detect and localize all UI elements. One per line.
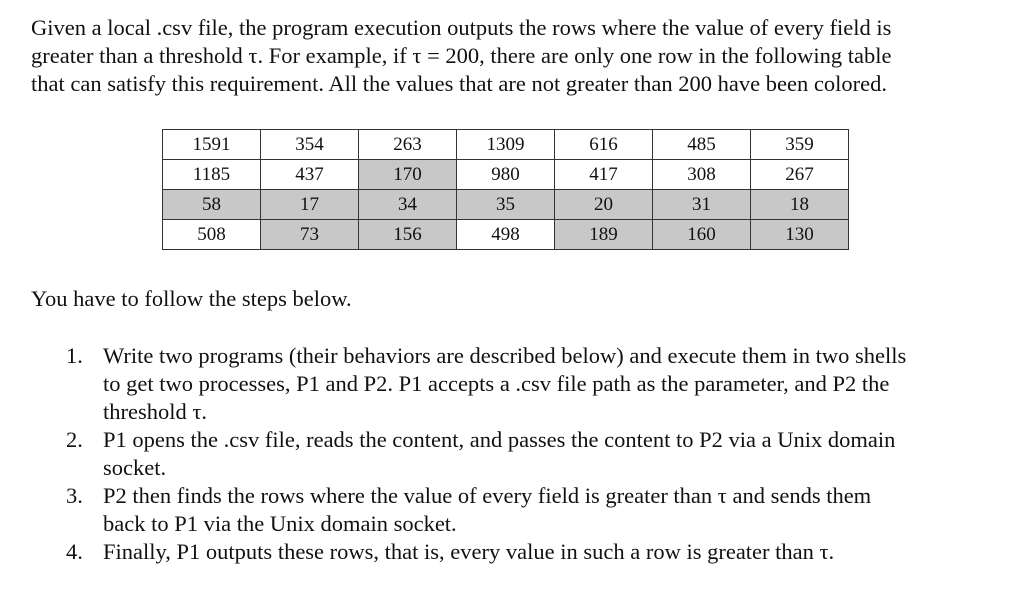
step-number: 4. (66, 539, 83, 564)
step-number: 3. (66, 483, 83, 508)
table-cell: 417 (554, 159, 653, 190)
table-row: 508 73 156 498 189 160 130 (162, 219, 849, 250)
table-cell: 1591 (162, 129, 261, 160)
table-cell: 308 (652, 159, 751, 190)
step-line: P2 then finds the rows where the value o… (103, 483, 872, 508)
steps-intro: You have to follow the steps below. (31, 286, 352, 311)
table-cell: 1185 (162, 159, 261, 190)
table-row: 1591 354 263 1309 616 485 359 (162, 129, 849, 160)
table-cell: 498 (456, 219, 555, 250)
table-cell-shaded: 170 (358, 159, 457, 190)
table-cell-shaded: 160 (652, 219, 751, 250)
table-cell-shaded: 34 (358, 189, 457, 220)
table-cell-shaded: 189 (554, 219, 653, 250)
list-item: 1. Write two programs (their behaviors a… (66, 342, 986, 426)
table-cell-shaded: 31 (652, 189, 751, 220)
table-cell: 980 (456, 159, 555, 190)
table-cell: 1309 (456, 129, 555, 160)
table-cell: 267 (750, 159, 849, 190)
list-item: 2. P1 opens the .csv file, reads the con… (66, 426, 986, 482)
intro-paragraph: Given a local .csv file, the program exe… (31, 14, 1006, 98)
table-cell-shaded: 156 (358, 219, 457, 250)
table-cell-shaded: 20 (554, 189, 653, 220)
intro-line: that can satisfy this requirement. All t… (31, 71, 887, 96)
table-cell-shaded: 73 (260, 219, 359, 250)
table-cell: 263 (358, 129, 457, 160)
step-line: Write two programs (their behaviors are … (103, 343, 907, 368)
steps-list: 1. Write two programs (their behaviors a… (66, 342, 986, 566)
table-cell: 354 (260, 129, 359, 160)
table-cell: 616 (554, 129, 653, 160)
table-row: 58 17 34 35 20 31 18 (162, 189, 849, 220)
step-line: Finally, P1 outputs these rows, that is,… (103, 539, 835, 564)
list-item: 3. P2 then finds the rows where the valu… (66, 482, 986, 538)
step-number: 2. (66, 427, 83, 452)
table-cell: 359 (750, 129, 849, 160)
example-table: 1591 354 263 1309 616 485 359 1185 437 1… (162, 129, 849, 250)
table-cell: 437 (260, 159, 359, 190)
intro-line: greater than a threshold τ. For example,… (31, 43, 892, 68)
table-cell-shaded: 58 (162, 189, 261, 220)
step-line: back to P1 via the Unix domain socket. (103, 511, 457, 536)
step-line: P1 opens the .csv file, reads the conten… (103, 427, 896, 452)
table-cell: 508 (162, 219, 261, 250)
table-cell-shaded: 35 (456, 189, 555, 220)
step-line: socket. (103, 455, 167, 480)
intro-line: Given a local .csv file, the program exe… (31, 15, 892, 40)
table-row: 1185 437 170 980 417 308 267 (162, 159, 849, 190)
step-number: 1. (66, 343, 83, 368)
table-cell-shaded: 18 (750, 189, 849, 220)
step-line: to get two processes, P1 and P2. P1 acce… (103, 371, 890, 396)
table-cell-shaded: 17 (260, 189, 359, 220)
step-line: threshold τ. (103, 399, 208, 424)
table-cell: 485 (652, 129, 751, 160)
table-cell-shaded: 130 (750, 219, 849, 250)
list-item: 4. Finally, P1 outputs these rows, that … (66, 538, 986, 566)
